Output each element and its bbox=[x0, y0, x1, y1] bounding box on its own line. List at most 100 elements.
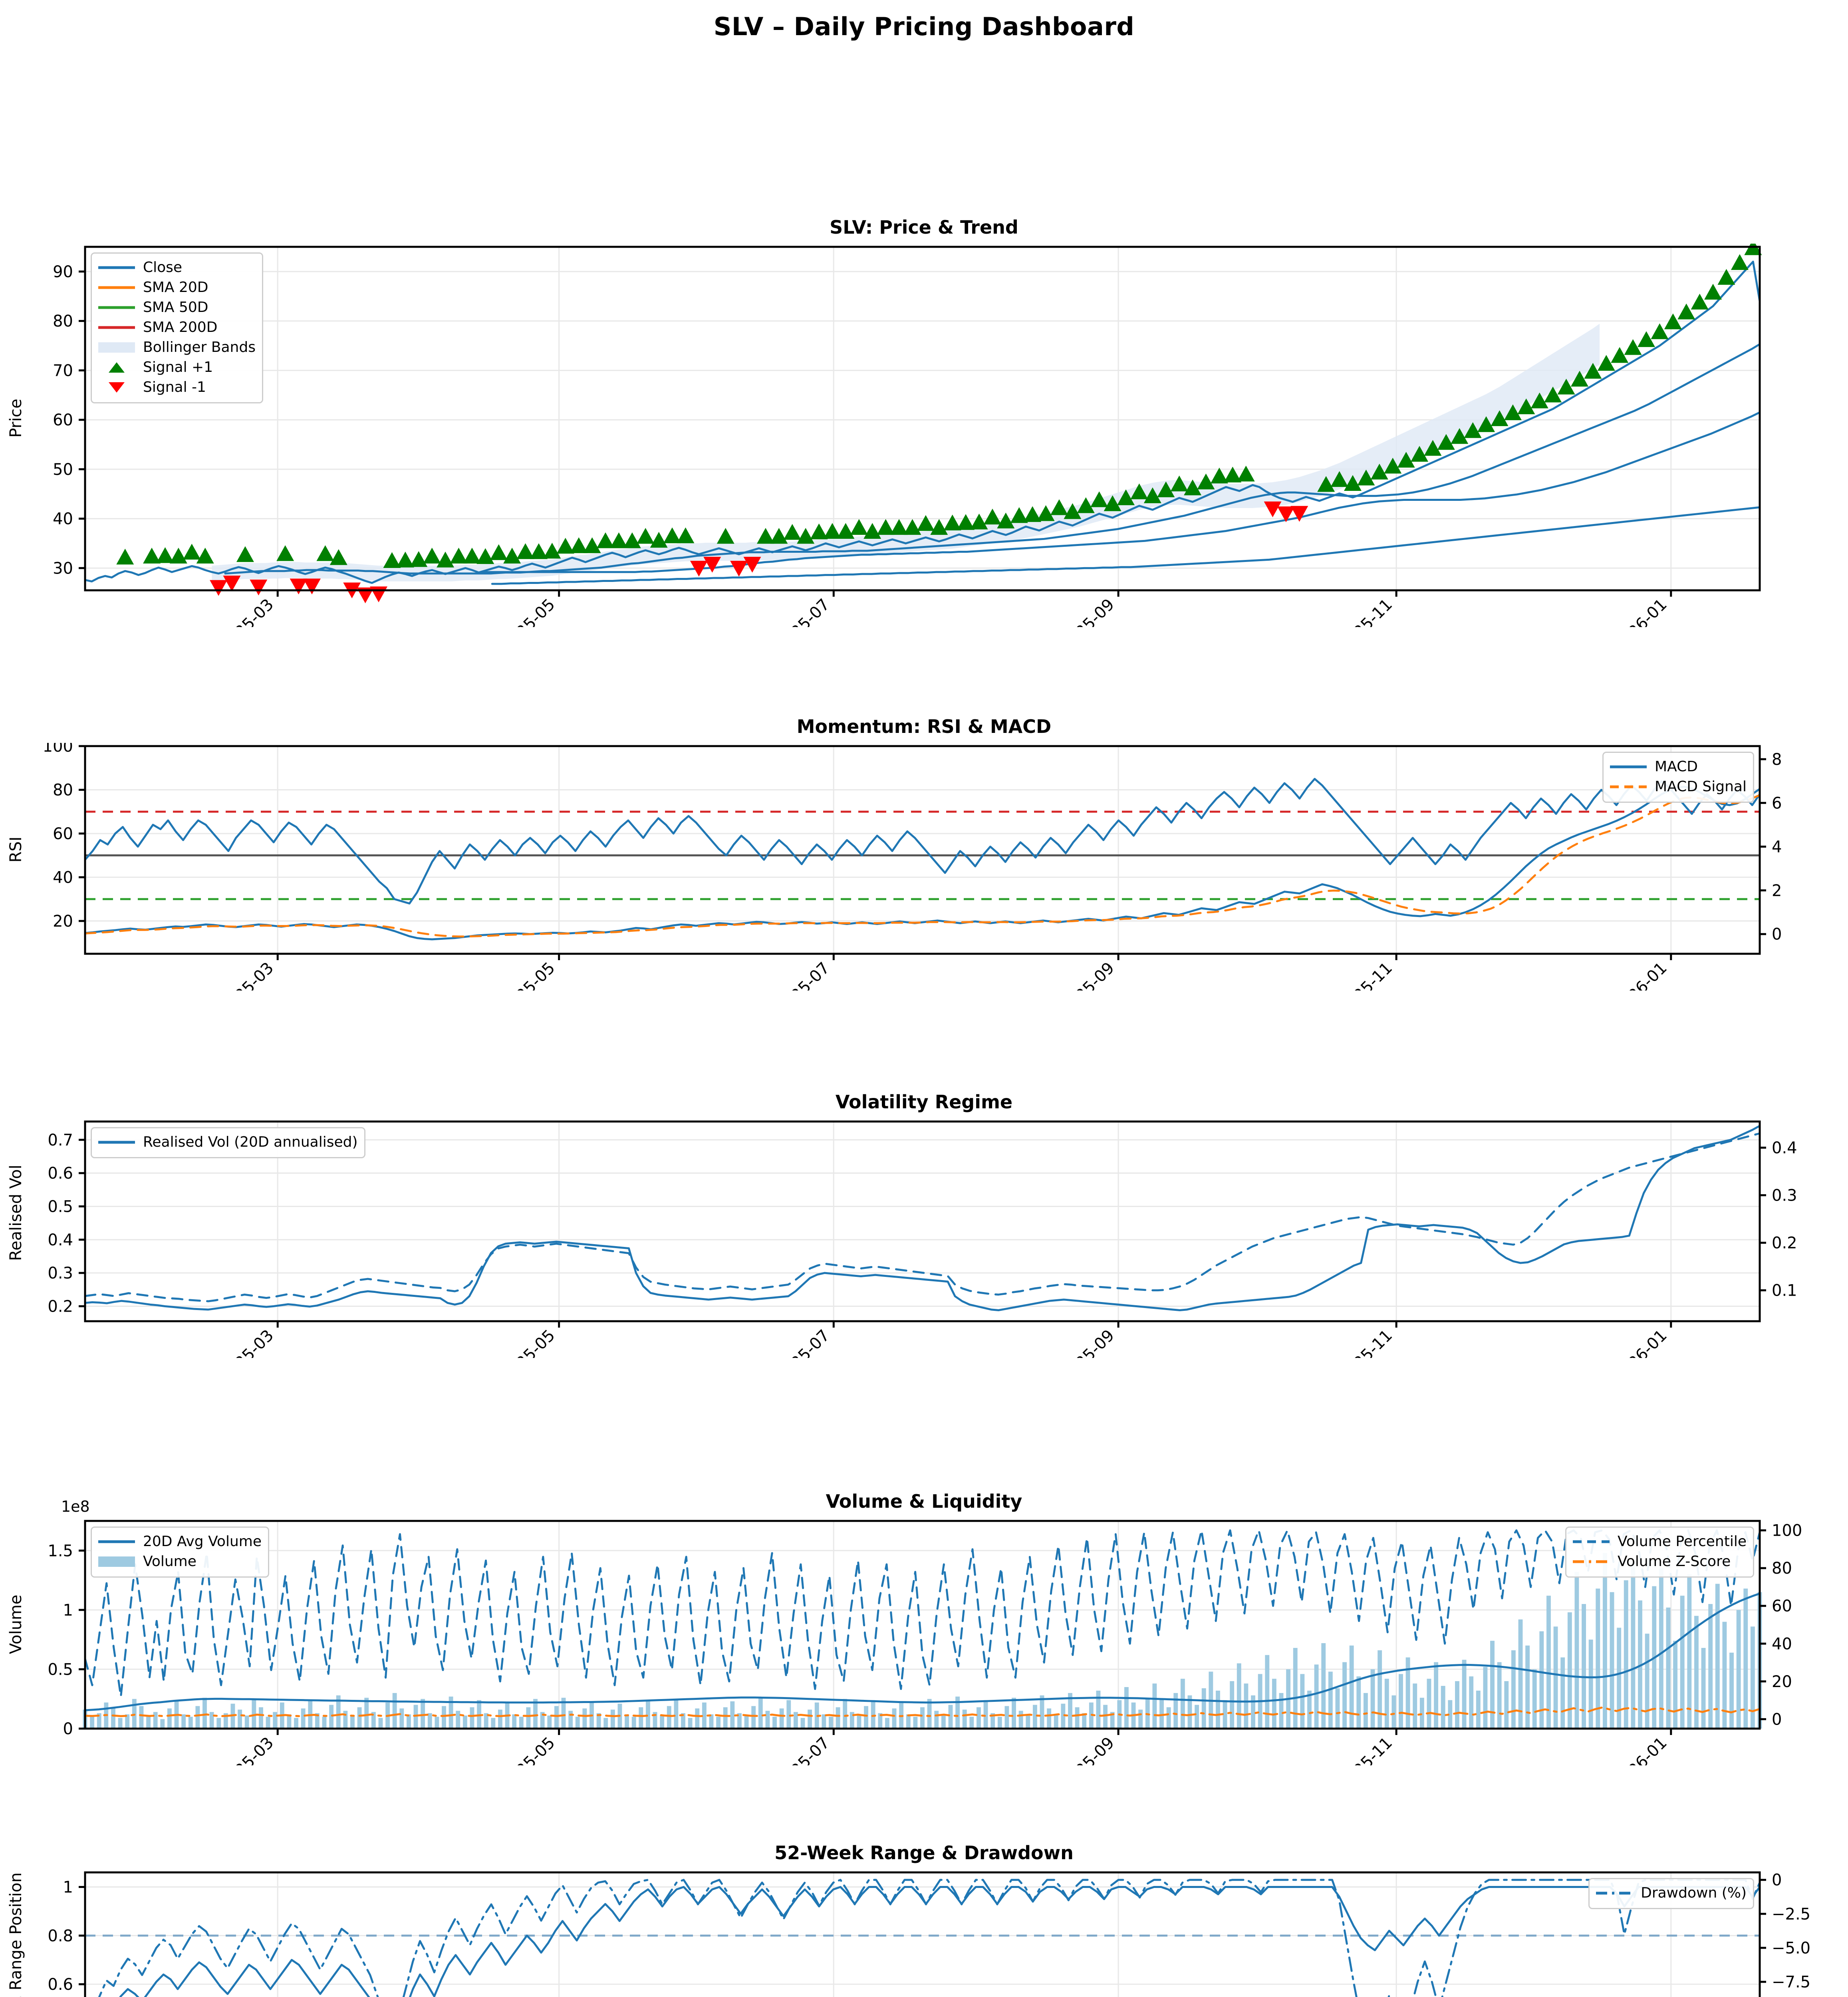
legend-label: MACD Signal bbox=[1655, 778, 1747, 795]
svg-text:0: 0 bbox=[1772, 1871, 1782, 1890]
svg-text:0.4: 0.4 bbox=[48, 1231, 73, 1249]
ylabel-left-momentum: RSI bbox=[7, 836, 25, 863]
svg-text:2025-09: 2025-09 bbox=[1058, 1734, 1118, 1765]
legend-swatch-dashdot-icon bbox=[1595, 1886, 1634, 1900]
legend-swatch-solid-icon bbox=[1609, 760, 1648, 774]
svg-text:60: 60 bbox=[53, 411, 73, 429]
svg-text:2025-09: 2025-09 bbox=[1058, 596, 1118, 627]
svg-text:2025-09: 2025-09 bbox=[1058, 959, 1118, 991]
svg-text:100: 100 bbox=[43, 743, 73, 756]
plot-area-volatility: 0.2 0.3 0.4 0.5 0.6 0.7 0.1 0.2 0.3 0.4 2025-03 202… bbox=[48, 1120, 1797, 1358]
svg-text:2026-01: 2026-01 bbox=[1610, 1734, 1671, 1765]
plot-area-price-trend: 30 40 50 60 70 80 90 2025-03 2025-05 2025-07 2025-… bbox=[53, 244, 1762, 627]
ylabel-left-range-drawdown: 0–1 Range Position bbox=[7, 1872, 25, 1997]
svg-text:0.3: 0.3 bbox=[48, 1264, 73, 1282]
svg-text:0: 0 bbox=[63, 1720, 73, 1738]
legend-price-trend: Close SMA 20D SMA 50D SMA 200D Bollinger Ban… bbox=[91, 252, 263, 403]
svg-text:1: 1 bbox=[63, 1601, 73, 1620]
svg-text:0: 0 bbox=[1772, 1710, 1782, 1729]
panel-momentum: Momentum: RSI & MACD 20 40 60 80 100 0 2 4 6 8 2025… bbox=[0, 716, 1848, 991]
ylabel-left-volume: Volume bbox=[7, 1594, 25, 1654]
ylabel-left-price-trend: Price bbox=[7, 399, 25, 438]
legend-label: Volume Z-Score bbox=[1618, 1553, 1731, 1570]
legend-item: Volume Z-Score bbox=[1572, 1552, 1747, 1572]
series-volume-percentile bbox=[84, 1529, 1761, 1698]
legend-swatch-solid-icon bbox=[97, 1535, 136, 1548]
svg-text:80: 80 bbox=[53, 781, 73, 799]
svg-text:2025-03: 2025-03 bbox=[217, 959, 278, 991]
legend-item: MACD bbox=[1609, 757, 1747, 777]
svg-text:2025-05: 2025-05 bbox=[498, 959, 559, 991]
legend-swatch-solid-icon bbox=[97, 301, 136, 314]
svg-text:0.5: 0.5 bbox=[48, 1198, 73, 1216]
legend-swatch-solid-icon bbox=[97, 1135, 136, 1149]
svg-text:0.5: 0.5 bbox=[48, 1660, 73, 1679]
legend-item: SMA 200D bbox=[97, 318, 256, 337]
svg-text:0.1: 0.1 bbox=[1772, 1282, 1797, 1300]
legend-swatch-solid-icon bbox=[97, 281, 136, 294]
panel-volume: Volume & Liquidity 0 0.5 1 1.5 0 20 40 60 80 100 20… bbox=[0, 1491, 1848, 1765]
svg-text:70: 70 bbox=[53, 361, 73, 380]
figure-title: SLV – Daily Pricing Dashboard bbox=[713, 12, 1135, 41]
series-20d-avg-volume bbox=[84, 1592, 1761, 1711]
panel-title-price-trend: SLV: Price & Trend bbox=[830, 216, 1018, 238]
svg-text:2025-03: 2025-03 bbox=[217, 596, 278, 627]
legend-swatch-dashed-icon bbox=[1609, 780, 1648, 794]
svg-text:2025-05: 2025-05 bbox=[498, 1326, 559, 1358]
panel-title-momentum: Momentum: RSI & MACD bbox=[796, 716, 1052, 737]
svg-text:2025-07: 2025-07 bbox=[773, 1326, 834, 1358]
legend-label: SMA 200D bbox=[143, 319, 218, 335]
series-sma-20d bbox=[224, 343, 1761, 575]
svg-text:80: 80 bbox=[53, 312, 73, 331]
svg-text:−7.5: −7.5 bbox=[1772, 1973, 1810, 1991]
svg-text:0: 0 bbox=[1772, 925, 1782, 944]
panel-title-volume: Volume & Liquidity bbox=[826, 1491, 1022, 1512]
svg-text:1: 1 bbox=[63, 1878, 73, 1897]
svg-text:20: 20 bbox=[1772, 1673, 1792, 1691]
svg-text:−2.5: −2.5 bbox=[1772, 1905, 1810, 1924]
legend-item: Drawdown (%) bbox=[1595, 1883, 1747, 1903]
svg-text:40: 40 bbox=[53, 868, 73, 887]
series-0-1-range-position bbox=[119, 1886, 1761, 1997]
panel-title-range-drawdown: 52-Week Range & Drawdown bbox=[774, 1842, 1074, 1864]
svg-text:60: 60 bbox=[1772, 1597, 1792, 1616]
svg-text:2025-07: 2025-07 bbox=[773, 959, 834, 991]
svg-text:4: 4 bbox=[1772, 838, 1782, 856]
legend-swatch-solid-icon bbox=[97, 321, 136, 334]
svg-text:8: 8 bbox=[1772, 750, 1782, 769]
svg-text:2025-09: 2025-09 bbox=[1058, 1326, 1118, 1358]
signal-down-markers bbox=[210, 501, 1308, 603]
legend-label: SMA 50D bbox=[143, 299, 208, 316]
svg-text:0.2: 0.2 bbox=[48, 1298, 73, 1316]
legend-item: Volume Percentile bbox=[1572, 1532, 1747, 1552]
svg-text:100: 100 bbox=[1772, 1522, 1802, 1540]
svg-text:2025-07: 2025-07 bbox=[773, 596, 834, 627]
legend-item: Realised Vol (20D annualised) bbox=[97, 1132, 358, 1152]
svg-text:0.8: 0.8 bbox=[48, 1927, 73, 1945]
legend-item: SMA 50D bbox=[97, 298, 256, 318]
legend-item: Close bbox=[97, 258, 256, 278]
legend-label: SMA 20D bbox=[143, 279, 208, 296]
legend-label: Drawdown (%) bbox=[1641, 1885, 1747, 1901]
legend-label: Volume bbox=[143, 1553, 197, 1570]
svg-text:0.3: 0.3 bbox=[1772, 1187, 1797, 1205]
legend-label: Signal -1 bbox=[143, 379, 206, 395]
ylabel-left-volatility: Realised Vol bbox=[7, 1165, 25, 1261]
series-sma-50d bbox=[480, 411, 1761, 573]
legend-item: Signal +1 bbox=[97, 357, 256, 377]
legend-swatch-dashed-icon bbox=[1572, 1535, 1610, 1548]
panel-title-volatility: Volatility Regime bbox=[835, 1091, 1013, 1113]
legend-item: MACD Signal bbox=[1609, 777, 1747, 797]
legend-label: Realised Vol (20D annualised) bbox=[143, 1134, 358, 1150]
legend-label: Close bbox=[143, 259, 183, 276]
legend-item: SMA 20D bbox=[97, 278, 256, 298]
legend-item: Bollinger Bands bbox=[97, 337, 256, 357]
svg-text:30: 30 bbox=[53, 559, 73, 578]
legend-label: Signal +1 bbox=[143, 359, 213, 375]
svg-text:6: 6 bbox=[1772, 794, 1782, 812]
legend-volatility: Realised Vol (20D annualised) bbox=[91, 1127, 365, 1158]
signal-up-markers bbox=[116, 244, 1762, 568]
svg-text:0.6: 0.6 bbox=[48, 1164, 73, 1183]
svg-text:50: 50 bbox=[53, 461, 73, 479]
